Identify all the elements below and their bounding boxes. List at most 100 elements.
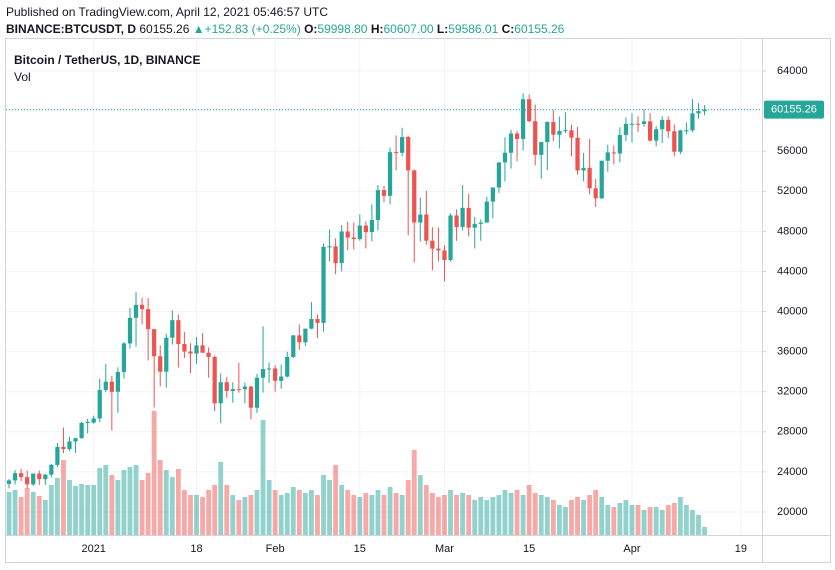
candle-body (569, 130, 574, 138)
candle-body (527, 99, 532, 122)
candle-body (666, 119, 671, 132)
volume-bar (442, 495, 447, 535)
volume-bar (218, 462, 224, 535)
candle-body (545, 121, 550, 143)
volume-bar (73, 486, 78, 535)
volume-bar (290, 487, 296, 535)
candle-body (230, 389, 235, 391)
candle-body (109, 381, 114, 392)
open-label: O: (304, 22, 318, 36)
candle-body (158, 356, 163, 372)
arrow: ▲ (192, 22, 205, 36)
x-tick-label: 15 (523, 543, 535, 555)
volume-bar (690, 510, 695, 535)
volume-bar (671, 503, 677, 535)
volume-bar (188, 495, 193, 535)
x-tick-label: 19 (735, 543, 747, 555)
candle-body (460, 207, 465, 227)
y-tick-label: 24000 (777, 466, 808, 478)
volume-bar (593, 490, 599, 535)
candle-body (236, 389, 241, 391)
candle-body (381, 190, 387, 196)
candle-body (55, 446, 60, 465)
volume-bar (30, 492, 36, 535)
candle-body (321, 246, 326, 323)
volume-bar (460, 493, 466, 535)
volume-bar (563, 507, 568, 535)
candle-body (563, 130, 568, 132)
y-tick-label: 52000 (777, 185, 808, 197)
volume-bar (127, 467, 133, 535)
volume-bar (611, 507, 617, 535)
volume-bar (417, 475, 423, 535)
volume-bar (254, 490, 260, 535)
candle-body (73, 438, 78, 442)
x-tick-label: 18 (190, 543, 202, 555)
candle-body (593, 188, 598, 199)
candle-body (170, 320, 175, 338)
candle-body (61, 446, 66, 450)
volume-bar (647, 507, 653, 535)
volume-bar (369, 495, 375, 535)
candle-body (672, 131, 677, 152)
candle-body (641, 121, 647, 124)
volume-bar (387, 487, 393, 535)
candle-body (478, 222, 483, 224)
volume-bar (575, 497, 580, 535)
candle-body (647, 121, 653, 141)
volume-bar (623, 500, 629, 535)
volume-bar (48, 485, 54, 535)
volume-bar (163, 470, 169, 535)
candle-body (400, 137, 405, 153)
high-label: H: (370, 22, 384, 36)
candle-body (291, 335, 296, 357)
volume-bar (121, 470, 127, 535)
x-tick-label: Apr (623, 543, 640, 555)
candle-body (424, 214, 429, 241)
volume-bar (242, 497, 248, 535)
published-line: Published on TradingView.com, April 12, … (6, 4, 564, 21)
volume-bar (236, 500, 242, 535)
volume-bar (206, 490, 212, 535)
candle-body (472, 223, 477, 228)
candle-body (599, 160, 604, 199)
candle-body (176, 320, 181, 345)
candle-body (19, 473, 24, 478)
candle-body (182, 344, 187, 352)
candle-body (309, 318, 314, 329)
volume-bar (405, 480, 411, 535)
candle-body (273, 368, 278, 381)
candle-body (12, 473, 18, 481)
volume-bar (212, 485, 218, 535)
volume-bar (133, 465, 139, 535)
candle-body (49, 464, 54, 475)
candle-body (363, 225, 368, 233)
volume-bar (278, 495, 284, 535)
volume-bar (448, 490, 453, 535)
volume-bar (375, 490, 381, 535)
volume-bar (677, 497, 683, 535)
candle-body (254, 377, 260, 408)
volume-bar (302, 493, 308, 535)
candle-body (575, 137, 580, 171)
volume-bar (411, 450, 417, 535)
volume-bar (151, 411, 157, 535)
candle-body (539, 142, 544, 155)
volume-bar (423, 485, 429, 535)
volume-bar (260, 420, 266, 535)
candle-body (430, 240, 435, 249)
candle-body (702, 109, 707, 112)
volume-bar (484, 500, 490, 535)
candle-body (345, 231, 350, 238)
volume-bar (665, 505, 671, 535)
y-tick-label: 48000 (777, 225, 808, 237)
volume-bar (363, 493, 369, 535)
candle-body (351, 237, 356, 240)
volume-bar (659, 510, 665, 535)
volume-bar (454, 495, 459, 535)
candle-body (454, 215, 459, 227)
candle-body (285, 356, 290, 377)
candle-body (194, 345, 199, 354)
